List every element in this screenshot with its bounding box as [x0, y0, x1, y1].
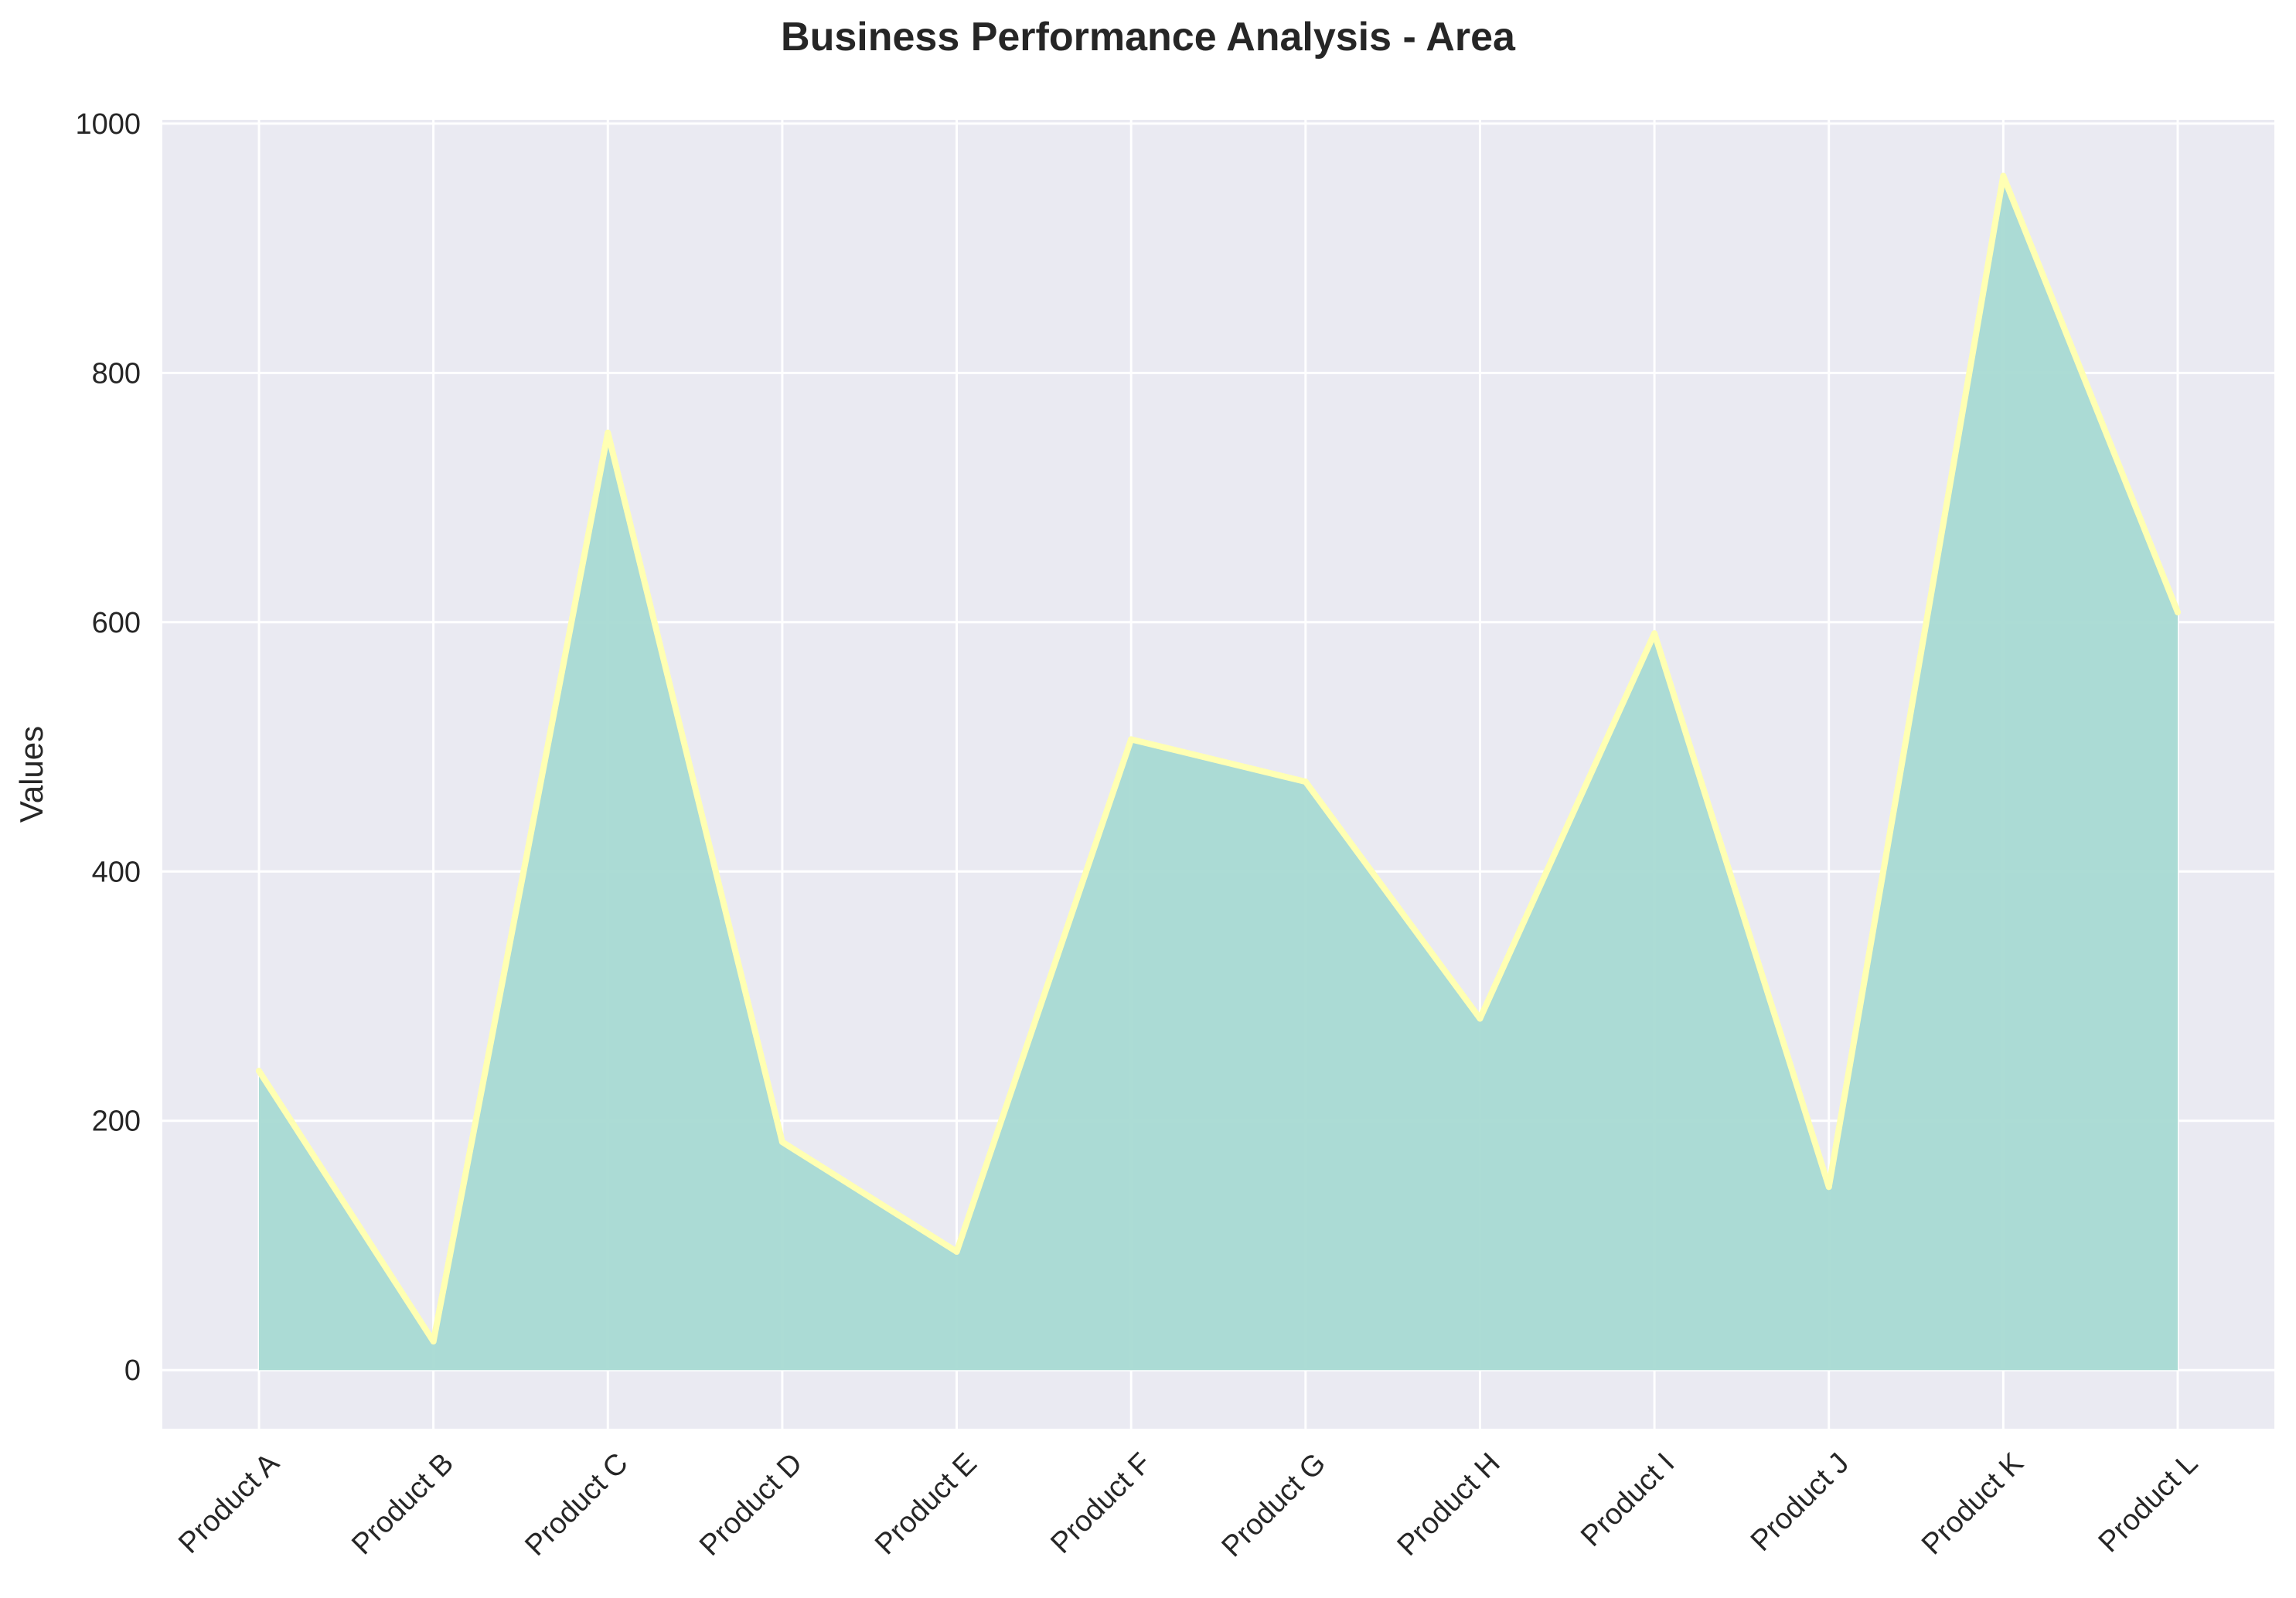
data-point-product-g [1302, 779, 1309, 785]
data-point-product-c [605, 429, 611, 436]
data-point-product-k [2000, 172, 2007, 179]
data-point-product-d [778, 1139, 785, 1146]
x-axis-ticks: Product A Product B Product C Product D Prod… [172, 1446, 2204, 1563]
x-tick-label: Product H [1392, 1447, 1507, 1562]
y-tick-label: 0 [124, 1354, 141, 1387]
x-tick-label: Product B [346, 1447, 460, 1562]
chart-title: Business Performance Analysis - Area [781, 15, 1515, 60]
y-axis-label: Values [13, 726, 49, 823]
data-point-product-h [1477, 1015, 1484, 1022]
x-tick-label: Product K [1916, 1447, 2030, 1562]
data-point-product-e [953, 1249, 960, 1256]
data-point-product-i [1651, 630, 1658, 637]
x-tick-label: Product D [693, 1447, 809, 1562]
y-tick-label: 800 [92, 357, 141, 390]
x-tick-label: Product C [519, 1447, 634, 1562]
data-point-product-j [1825, 1184, 1832, 1191]
data-point-product-f [1128, 736, 1135, 743]
y-tick-label: 200 [92, 1106, 141, 1138]
x-tick-label: Product E [869, 1447, 983, 1562]
x-tick-label: Product L [2093, 1447, 2205, 1559]
data-point-product-b [430, 1338, 437, 1345]
y-tick-label: 400 [92, 856, 141, 888]
y-axis-ticks: 0 200 400 600 800 1000 [75, 108, 141, 1387]
area-fill [259, 175, 2178, 1371]
y-tick-label: 1000 [75, 108, 141, 141]
data-point-product-a [256, 1068, 262, 1075]
area-series [256, 172, 2181, 1371]
x-tick-label: Product G [1216, 1447, 1333, 1564]
x-tick-label: Product F [1044, 1447, 1157, 1560]
x-tick-label: Product A [172, 1446, 286, 1560]
x-tick-label: Product J [1745, 1447, 1855, 1558]
area-line [256, 172, 2181, 1345]
data-point-product-l [2175, 608, 2181, 615]
x-tick-label: Product I [1575, 1447, 1681, 1553]
y-tick-label: 600 [92, 607, 141, 639]
